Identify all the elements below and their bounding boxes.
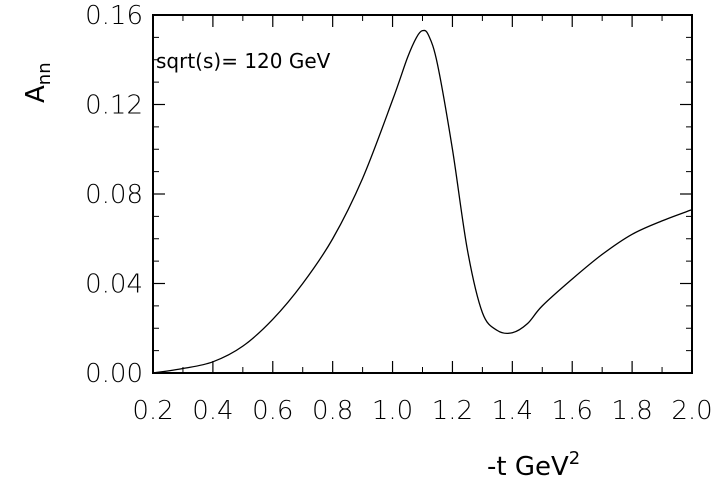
y-tick-labels: 0.00 0.04 0.08 0.12 0.16 <box>85 1 143 389</box>
x-tick-label: 1.6 <box>552 396 593 426</box>
tick-marks <box>152 14 693 374</box>
x-axis-title-main: -t GeV <box>487 452 569 482</box>
x-tick-label: 0.6 <box>252 396 293 426</box>
y-tick-label: 0.12 <box>85 91 143 121</box>
x-tick-label: 0.2 <box>132 396 173 426</box>
x-tick-label: 0.8 <box>312 396 353 426</box>
y-tick-label: 0.08 <box>85 180 143 210</box>
series-line <box>152 29 693 374</box>
x-tick-label: 0.4 <box>192 396 233 426</box>
x-tick-label: 2.0 <box>671 396 712 426</box>
y-axis-title: Ann <box>21 62 55 103</box>
y-axis-title-main: A <box>21 85 51 103</box>
y-tick-label: 0.16 <box>85 1 143 31</box>
x-axis-title-sup: 2 <box>569 448 580 469</box>
y-tick-label: 0.04 <box>85 270 143 300</box>
x-tick-label: 1.2 <box>432 396 473 426</box>
x-tick-labels: 0.2 0.4 0.6 0.8 1.0 1.2 1.4 1.6 1.8 2.0 <box>132 396 712 426</box>
x-tick-label: 1.4 <box>492 396 533 426</box>
x-axis-title: -t GeV2 <box>487 448 580 482</box>
y-axis-title-sub: nn <box>34 62 55 85</box>
x-tick-label: 1.0 <box>372 396 413 426</box>
chart-annotation: sqrt(s)= 120 GeV <box>156 49 331 73</box>
y-tick-label: 0.00 <box>85 359 143 389</box>
x-tick-label: 1.8 <box>611 396 652 426</box>
